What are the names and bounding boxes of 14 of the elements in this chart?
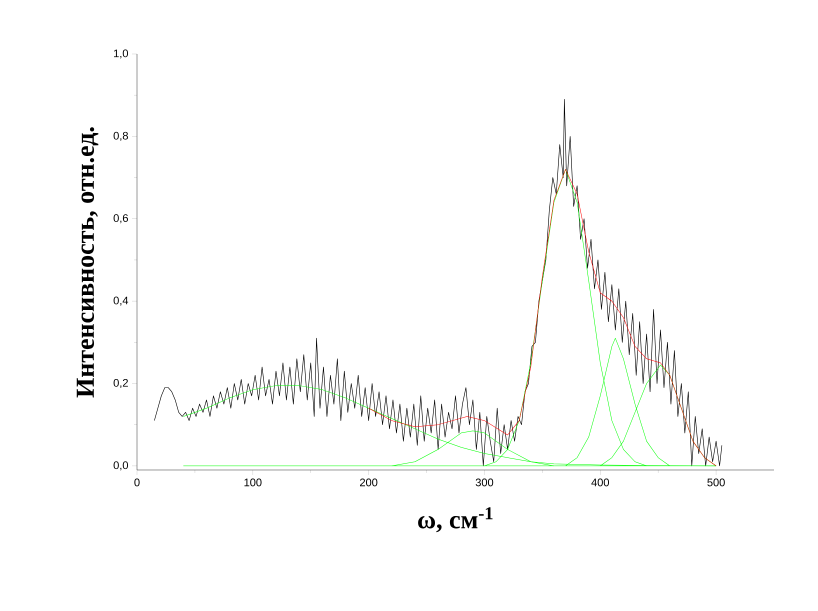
x-tick-label: 500 xyxy=(707,478,725,486)
y-tick-label: 0,8 xyxy=(114,132,128,141)
y-tick-label: 0,4 xyxy=(114,296,128,306)
x-tick-label: 200 xyxy=(360,478,378,486)
y-tick-label: 0,2 xyxy=(114,378,128,388)
x-tick-label: 400 xyxy=(591,478,610,486)
x-tick-label: 300 xyxy=(476,478,494,486)
x-tick-label: 0 xyxy=(134,478,140,486)
y-tick-label: 1,0 xyxy=(114,49,128,59)
y-axis-title: Интенсивность, отн.ед. xyxy=(76,127,98,398)
x-axis-title: ω, см$^{-1}$ xyxy=(418,507,493,532)
x-tick-label: 100 xyxy=(244,478,262,486)
y-tick-label: 0,0 xyxy=(114,461,128,470)
y-tick-label: 0,6 xyxy=(114,214,128,224)
